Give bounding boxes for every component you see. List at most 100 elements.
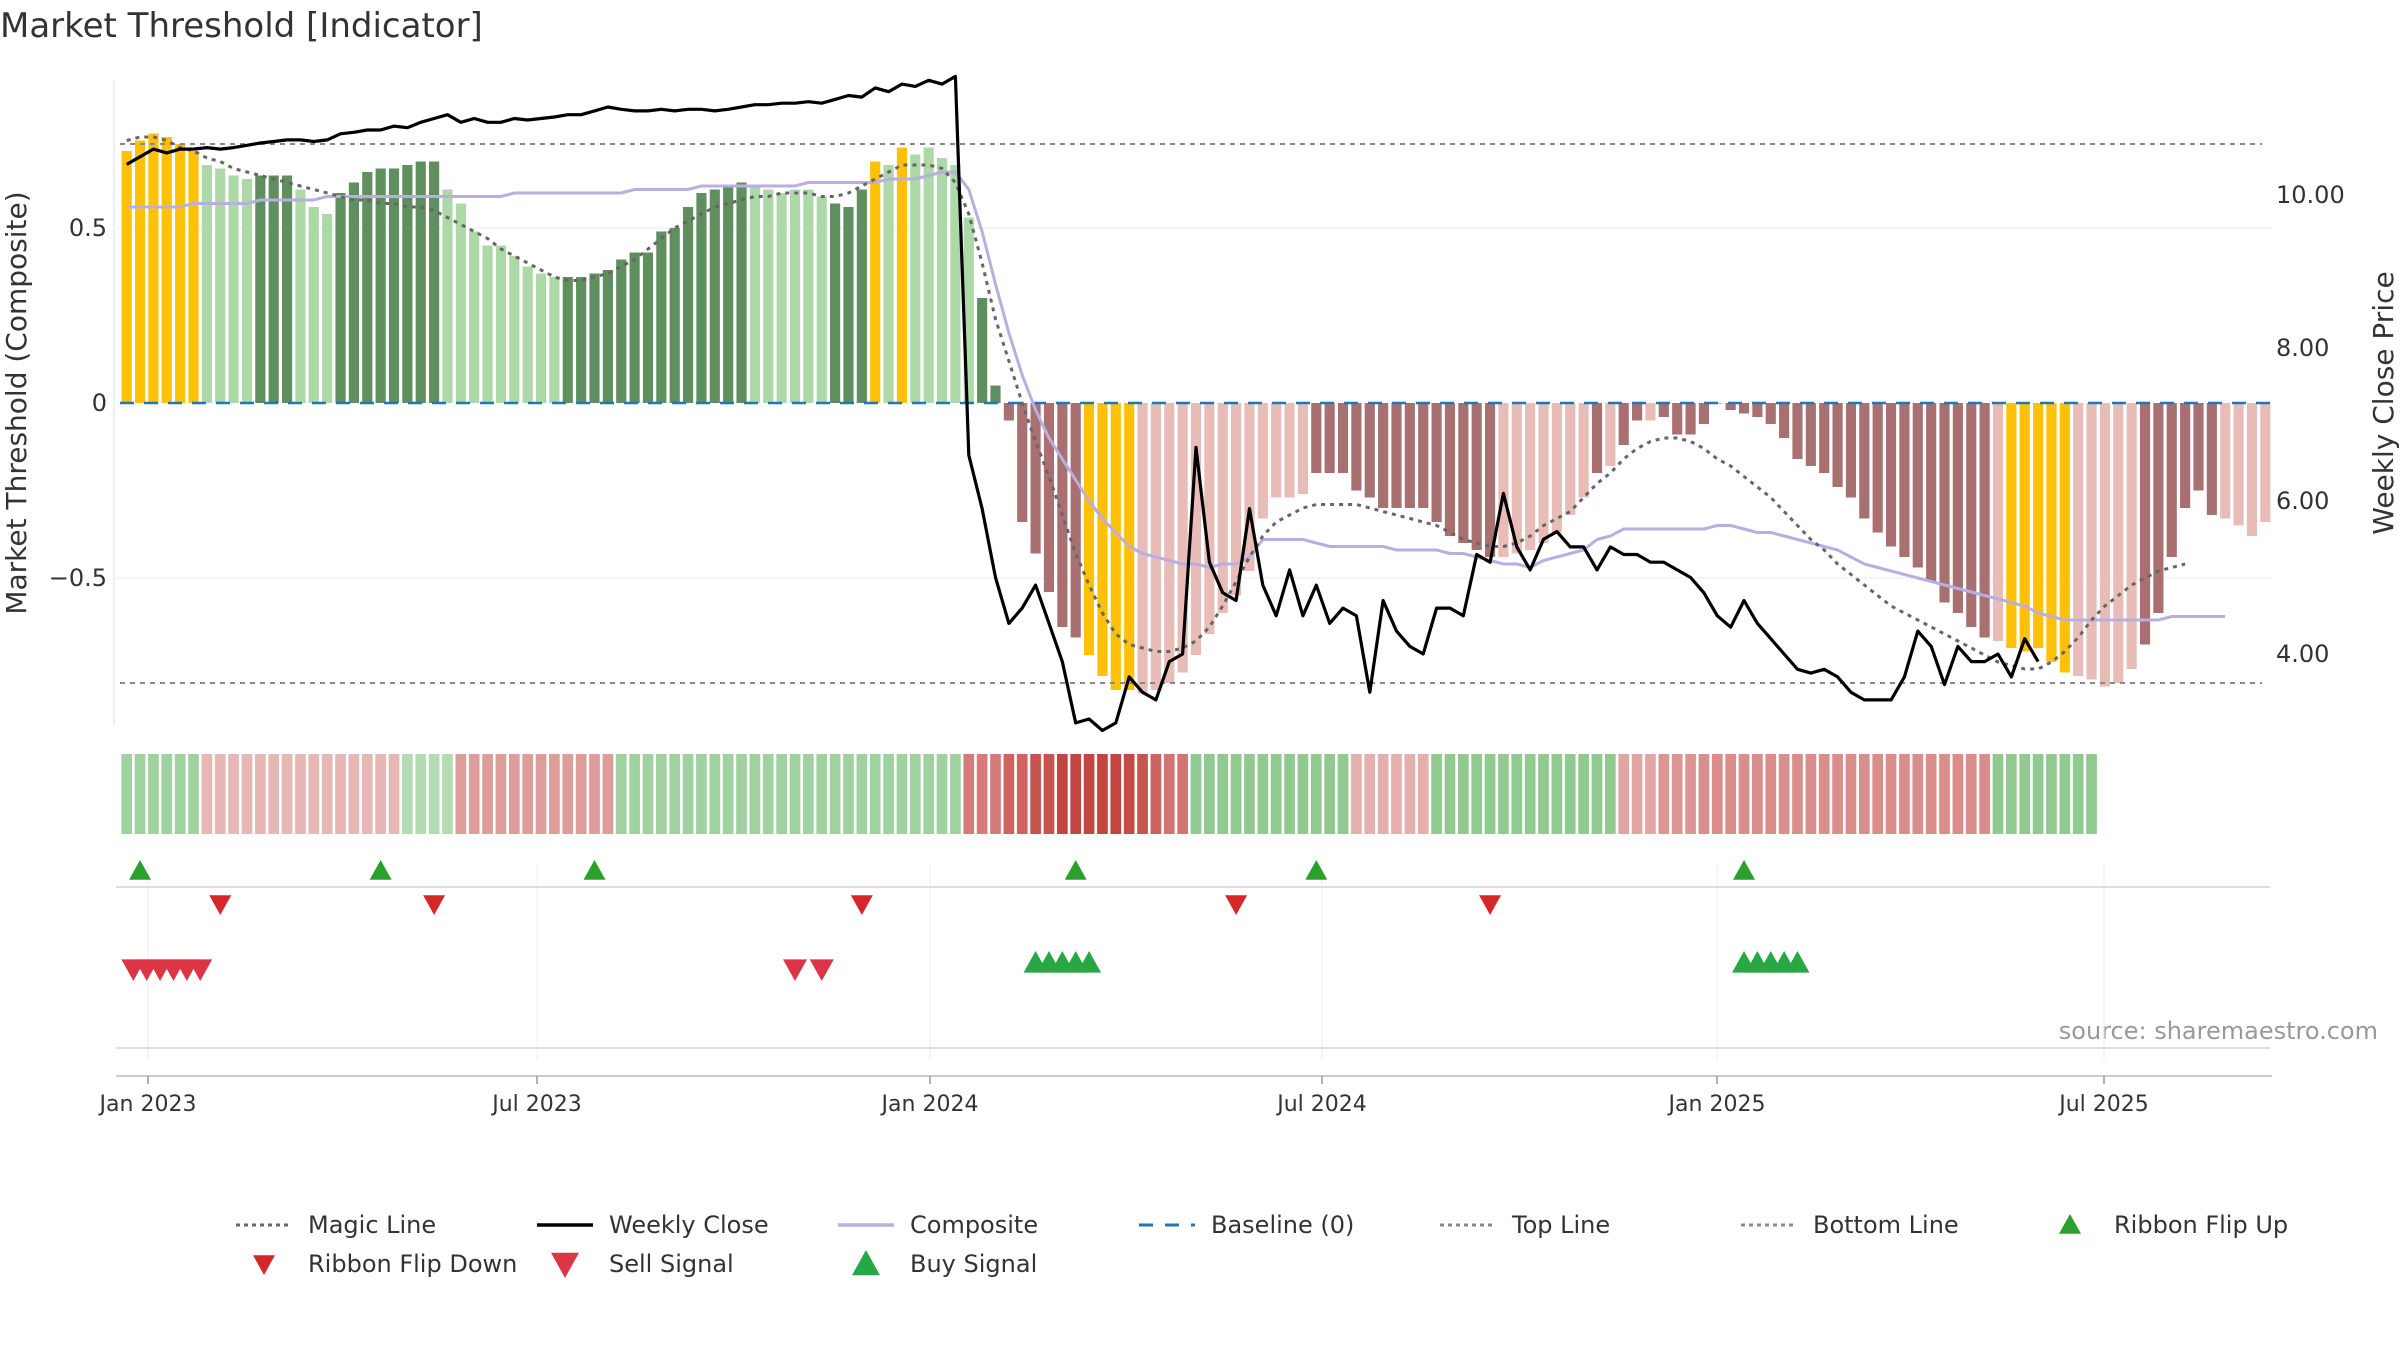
- composite-bar: [1952, 403, 1963, 613]
- composite-bar: [2073, 403, 2084, 676]
- ribbon-cell: [455, 754, 467, 834]
- composite-bar: [282, 175, 293, 403]
- ribbon-cell: [776, 754, 787, 834]
- composite-bar: [1618, 403, 1629, 445]
- legend-item: Composite: [838, 1211, 1038, 1239]
- composite-bar: [749, 186, 760, 403]
- x-tick-label: Jan 2024: [880, 1092, 979, 1117]
- ribbon-cell: [1538, 754, 1549, 834]
- composite-bar: [121, 151, 132, 403]
- composite-bar: [522, 266, 533, 403]
- ribbon-cell: [1979, 754, 1990, 834]
- composite-bar: [1444, 403, 1456, 536]
- ribbon-cell: [295, 754, 306, 834]
- ribbon-cell: [1818, 754, 1830, 834]
- composite-bar: [1859, 403, 1870, 519]
- composite-bar: [803, 189, 814, 403]
- composite-bar: [1083, 403, 1095, 655]
- ribbon-cell: [388, 754, 400, 834]
- composite-bar: [1190, 403, 1202, 655]
- ribbon-flip-down-marker: [1225, 895, 1248, 915]
- composite-bar: [616, 259, 627, 403]
- legend-label: Top Line: [1511, 1211, 1610, 1239]
- ribbon-cell: [2086, 754, 2097, 834]
- legend-swatch: [551, 1252, 579, 1278]
- ribbon-cell: [736, 754, 747, 834]
- composite-bar: [322, 214, 333, 403]
- ribbon-cell: [1110, 754, 1122, 834]
- ribbon-cell: [402, 754, 413, 834]
- composite-bar: [856, 189, 867, 403]
- legend-label: Sell Signal: [609, 1250, 734, 1278]
- ribbon-cell: [1832, 754, 1843, 834]
- composite-bar: [134, 140, 146, 403]
- legend-item: Bottom Line: [1741, 1211, 1959, 1239]
- y2-tick-label: 8.00: [2276, 334, 2329, 362]
- legend-item: Top Line: [1440, 1211, 1610, 1239]
- ribbon-cell: [134, 754, 146, 834]
- composite-bar: [2086, 403, 2097, 680]
- composite-bar: [1458, 403, 1469, 543]
- ribbon-cell: [415, 754, 427, 834]
- composite-bar: [562, 277, 573, 403]
- composite-bar: [1070, 403, 1081, 638]
- ribbon-cell: [1377, 754, 1389, 834]
- composite-bar: [2099, 403, 2110, 687]
- ribbon-cell: [1337, 754, 1349, 834]
- sell-signal-marker: [188, 959, 213, 981]
- ribbon-cell: [522, 754, 534, 834]
- composite-bar: [2206, 403, 2217, 515]
- ribbon-flip-up-marker: [369, 860, 392, 880]
- ribbon-cell: [1698, 754, 1710, 834]
- composite-bar: [1244, 403, 1255, 571]
- composite-bar: [375, 168, 386, 403]
- composite-bar: [1431, 403, 1442, 522]
- composite-bar: [308, 207, 319, 403]
- composite-bar: [696, 193, 707, 403]
- composite-bar: [1899, 403, 1910, 557]
- ribbon-flip-down-marker: [1479, 895, 1502, 915]
- y2-tick-label: 10.00: [2276, 181, 2345, 209]
- ribbon-cell: [843, 754, 854, 834]
- y-tick-label: 0: [92, 389, 107, 417]
- ribbon-cell: [1605, 754, 1616, 834]
- y2-tick-label: 6.00: [2276, 487, 2329, 515]
- composite-bar: [1484, 403, 1496, 557]
- ribbon-cell: [1564, 754, 1576, 834]
- ribbon-cell: [188, 754, 199, 834]
- legend-swatch: [852, 1250, 880, 1276]
- ribbon-cell: [1123, 754, 1135, 834]
- ribbon-cell: [1270, 754, 1282, 834]
- ribbon-flip-up-marker: [1305, 860, 1328, 880]
- composite-bar: [469, 231, 480, 403]
- composite-bar: [348, 182, 359, 403]
- composite-bar: [1538, 403, 1549, 543]
- composite-bar: [1832, 403, 1843, 487]
- ribbon-cell: [1030, 754, 1041, 834]
- ribbon-cell: [1016, 754, 1028, 834]
- ribbon-cell: [1204, 754, 1215, 834]
- ribbon-cell: [896, 754, 908, 834]
- ribbon-cell: [1444, 754, 1456, 834]
- ribbon-cell: [1725, 754, 1737, 834]
- composite-bar: [896, 147, 908, 403]
- composite-bar: [1364, 403, 1375, 498]
- composite-bar: [2126, 403, 2137, 669]
- ribbon-cell: [161, 754, 173, 834]
- x-tick-label: Jan 2023: [98, 1092, 197, 1117]
- ribbon-cell: [575, 754, 587, 834]
- ribbon-cell: [749, 754, 761, 834]
- composite-bar: [1030, 403, 1041, 554]
- composite-bar: [388, 168, 400, 403]
- composite-bar: [990, 385, 1001, 403]
- ribbon-cell: [214, 754, 226, 834]
- composite-bar: [215, 168, 226, 403]
- ribbon-cell: [482, 754, 493, 834]
- composite-bar: [1992, 403, 2004, 641]
- ribbon-cell: [1792, 754, 1803, 834]
- ribbon-cell: [1671, 754, 1683, 834]
- composite-bar: [148, 133, 159, 403]
- legend: Magic Line Weekly Close Composite Baseline …: [236, 1211, 2288, 1278]
- composite-bar: [1632, 403, 1643, 421]
- ribbon-cell: [883, 754, 894, 834]
